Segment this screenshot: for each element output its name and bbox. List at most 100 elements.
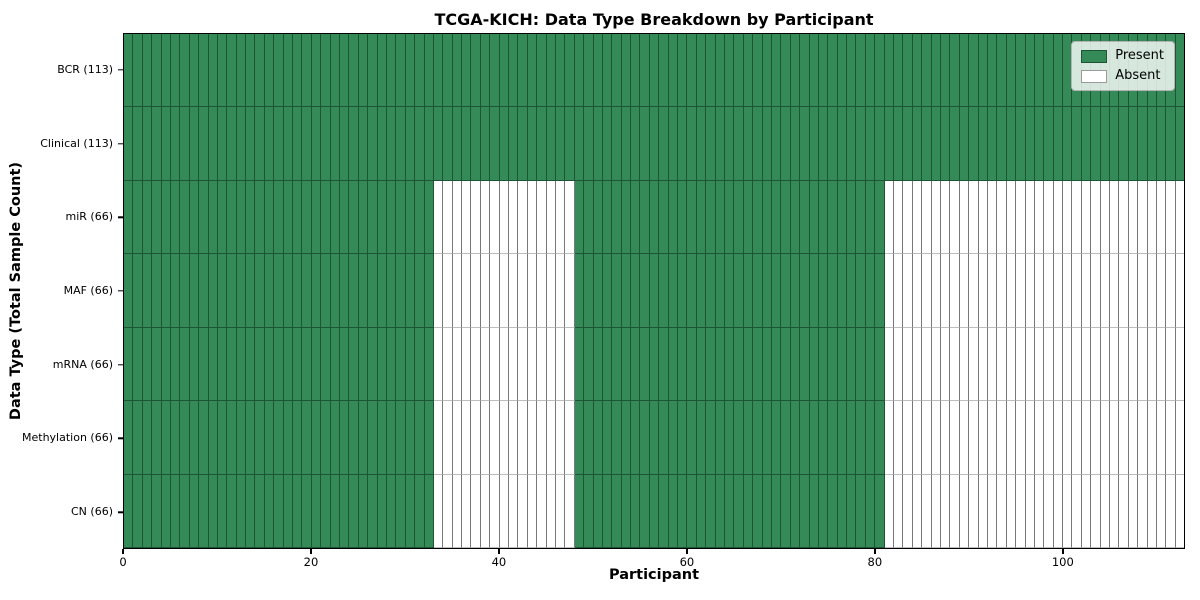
heatmap-cell <box>875 474 885 548</box>
heatmap-cell <box>274 327 284 402</box>
heatmap-cell <box>283 34 294 108</box>
heatmap-cell <box>443 107 453 181</box>
heatmap-cell <box>1025 401 1035 475</box>
heatmap-cell <box>687 107 697 181</box>
heatmap-cell <box>1166 327 1176 402</box>
heatmap-cell <box>1006 327 1017 402</box>
heatmap-cell <box>1147 401 1157 475</box>
heatmap-cell <box>1072 180 1082 255</box>
heatmap-cell <box>649 474 660 548</box>
heatmap-cell <box>865 327 876 402</box>
heatmap-cell <box>133 34 143 108</box>
heatmap-cell <box>687 34 697 108</box>
heatmap-cell <box>199 34 209 108</box>
heatmap-cell <box>283 474 294 548</box>
heatmap-cell <box>349 474 359 548</box>
heatmap-cell <box>490 34 500 108</box>
heatmap-cell <box>311 254 322 328</box>
heatmap-cell <box>330 327 340 402</box>
heatmap-cell <box>415 327 425 402</box>
heatmap-cell <box>837 327 848 402</box>
heatmap-cell <box>753 107 763 181</box>
heatmap-cell <box>1110 401 1120 475</box>
heatmap-cell <box>922 34 932 108</box>
heatmap-cell <box>1119 327 1129 402</box>
heatmap-cell <box>1119 254 1129 328</box>
heatmap-cell <box>771 401 782 475</box>
heatmap-cell <box>180 254 190 328</box>
heatmap-cell <box>800 34 810 108</box>
heatmap-cell <box>649 327 660 402</box>
heatmap-cell <box>208 474 218 548</box>
heatmap-cell <box>847 34 857 108</box>
heatmap-cell <box>602 401 613 475</box>
heatmap-cell <box>339 254 350 328</box>
heatmap-cell <box>931 180 941 255</box>
heatmap-cell <box>377 327 387 402</box>
heatmap-cell <box>227 474 237 548</box>
heatmap-cell <box>781 327 791 402</box>
heatmap-cell <box>743 180 754 255</box>
heatmap-cell <box>161 327 171 402</box>
heatmap-cell <box>1100 107 1111 181</box>
heatmap-cell <box>659 327 669 402</box>
heatmap-cell <box>894 34 904 108</box>
heatmap-cell <box>1016 34 1026 108</box>
heatmap-cell <box>452 107 463 181</box>
heatmap-cell <box>499 254 510 328</box>
heatmap-cell <box>302 401 312 475</box>
heatmap-cell <box>236 401 247 475</box>
heatmap-cell <box>828 180 838 255</box>
heatmap-cell <box>865 401 876 475</box>
heatmap-cell <box>856 34 866 108</box>
heatmap-cell <box>1110 327 1120 402</box>
heatmap-cell <box>649 401 660 475</box>
heatmap-cell <box>940 34 951 108</box>
heatmap-cell <box>753 327 763 402</box>
heatmap-cell <box>950 401 960 475</box>
heatmap-cell <box>574 401 585 475</box>
heatmap-cell <box>696 180 707 255</box>
heatmap-cell <box>490 254 500 328</box>
heatmap-cell <box>518 327 528 402</box>
heatmap-cell <box>405 254 416 328</box>
heatmap-cell <box>1175 401 1185 475</box>
heatmap-cell <box>405 107 416 181</box>
heatmap-cell <box>1025 180 1035 255</box>
heatmap-cell <box>828 327 838 402</box>
heatmap-cell <box>696 474 707 548</box>
heatmap-cell <box>283 180 294 255</box>
heatmap-cell <box>659 107 669 181</box>
heatmap-cell <box>452 327 463 402</box>
heatmap-cell <box>509 254 519 328</box>
heatmap-cell <box>593 254 603 328</box>
heatmap-cell <box>1025 327 1035 402</box>
heatmap-cell <box>415 180 425 255</box>
heatmap-cell <box>246 254 256 328</box>
heatmap-cell <box>443 180 453 255</box>
heatmap-cell <box>753 474 763 548</box>
heatmap-cell <box>283 327 294 402</box>
heatmap-cell <box>208 254 218 328</box>
heatmap-cell <box>574 107 585 181</box>
heatmap-cell <box>1072 254 1082 328</box>
legend-item-present: Present <box>1081 49 1164 63</box>
heatmap-cell <box>180 34 190 108</box>
x-tick-label-100: 100 <box>1051 555 1074 569</box>
heatmap-cell <box>725 401 735 475</box>
heatmap-cell <box>433 107 444 181</box>
heatmap-cell <box>274 254 284 328</box>
heatmap-cell <box>912 107 923 181</box>
heatmap-cell <box>1156 474 1167 548</box>
heatmap-cell <box>349 34 359 108</box>
heatmap-cell <box>1016 180 1026 255</box>
heatmap-cell <box>386 107 397 181</box>
heatmap-cell <box>1006 254 1017 328</box>
heatmap-cell <box>621 34 632 108</box>
y-tick-mark <box>118 437 123 440</box>
heatmap-cell <box>950 474 960 548</box>
heatmap-cell <box>1034 34 1045 108</box>
heatmap-cell <box>1053 254 1064 328</box>
heatmap-cell <box>828 107 838 181</box>
heatmap-cell <box>687 254 697 328</box>
